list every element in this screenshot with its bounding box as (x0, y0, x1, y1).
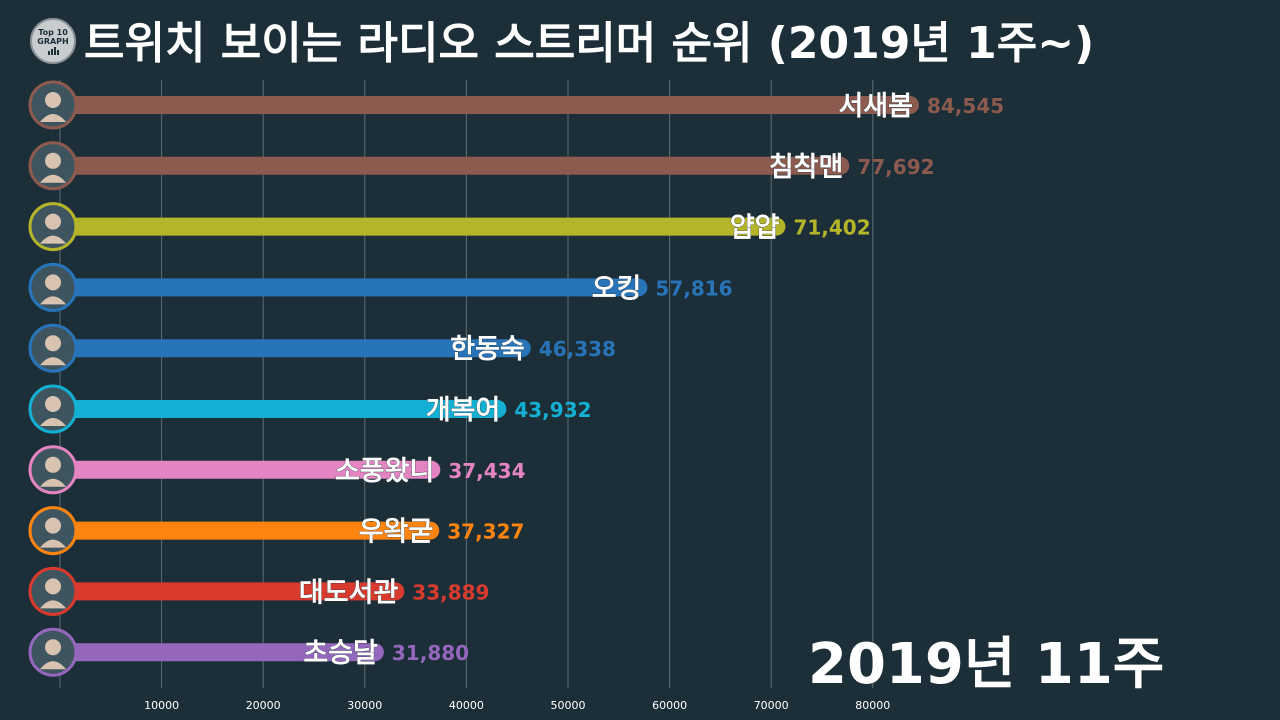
value-label: 46,338 (539, 337, 616, 361)
bar (60, 156, 850, 175)
value-label: 77,692 (857, 155, 934, 179)
bar (60, 96, 919, 114)
category-label: 우왁굳 (359, 517, 434, 548)
top10-graph-logo: Top 10 GRAPH (30, 18, 76, 64)
avatar-body-icon (40, 661, 66, 670)
value-label: 31,880 (392, 641, 469, 665)
avatar-face-icon (45, 92, 61, 108)
category-label: 오킹 (592, 273, 642, 304)
avatar-body-icon (40, 174, 66, 183)
x-tick-label: 20000 (246, 699, 281, 712)
bar (60, 460, 441, 479)
x-tick-label: 60000 (652, 699, 687, 712)
bar (60, 400, 507, 418)
category-label: 대도서관 (299, 577, 399, 608)
avatar-body-icon (40, 357, 66, 366)
x-tick-label: 50000 (551, 699, 586, 712)
bar (60, 582, 405, 601)
value-label: 71,402 (793, 216, 870, 240)
value-label: 33,889 (412, 580, 489, 604)
avatar-body-icon (40, 539, 66, 548)
logo-text-top: Top 10 (38, 27, 68, 37)
bar (60, 217, 786, 236)
bar (60, 278, 648, 297)
x-tick-label: 30000 (347, 699, 382, 712)
logo-bars-icon (47, 46, 59, 55)
avatar-body-icon (40, 296, 66, 305)
page-title: 트위치 보이는 라디오 스트리머 순위 (2019년 1주~) (84, 18, 1095, 69)
category-label: 소풍왔니 (335, 456, 434, 487)
x-tick-label: 70000 (754, 699, 789, 712)
logo-text-bottom: GRAPH (37, 36, 69, 46)
bar (60, 339, 531, 358)
avatar-body-icon (40, 114, 66, 122)
value-label: 57,816 (655, 276, 732, 300)
value-label: 37,434 (448, 459, 525, 483)
x-tick-label: 10000 (144, 699, 179, 712)
category-label: 침착맨 (769, 152, 844, 183)
avatar-face-icon (45, 335, 61, 352)
avatar-body-icon (40, 235, 66, 244)
x-tick-label: 80000 (855, 699, 890, 712)
x-tick-label: 40000 (449, 699, 484, 712)
category-label: 개복어 (426, 395, 501, 426)
avatar-face-icon (45, 578, 61, 595)
avatar-face-icon (45, 456, 61, 473)
value-label: 84,545 (927, 94, 1004, 118)
category-label: 한동숙 (450, 334, 525, 365)
avatar-body-icon (40, 418, 66, 426)
category-label: 초승달 (303, 638, 378, 669)
avatar-body-icon (40, 600, 66, 609)
bar (60, 643, 384, 662)
avatar-face-icon (45, 396, 61, 412)
category-label: 서새봄 (838, 91, 913, 122)
category-label: 얍얍 (730, 213, 780, 244)
avatar-face-icon (45, 213, 61, 230)
avatar-face-icon (45, 274, 61, 291)
avatar-face-icon (45, 639, 61, 656)
bar (60, 521, 440, 540)
avatar-body-icon (40, 478, 66, 487)
period-label: 2019년 11주 (808, 632, 1165, 697)
header: Top 10 GRAPH 트위치 보이는 라디오 스트리머 순위 (2019년 … (0, 0, 1280, 80)
avatar-face-icon (45, 517, 61, 534)
avatar-face-icon (45, 152, 61, 169)
value-label: 37,327 (447, 520, 524, 544)
value-label: 43,932 (514, 398, 591, 422)
